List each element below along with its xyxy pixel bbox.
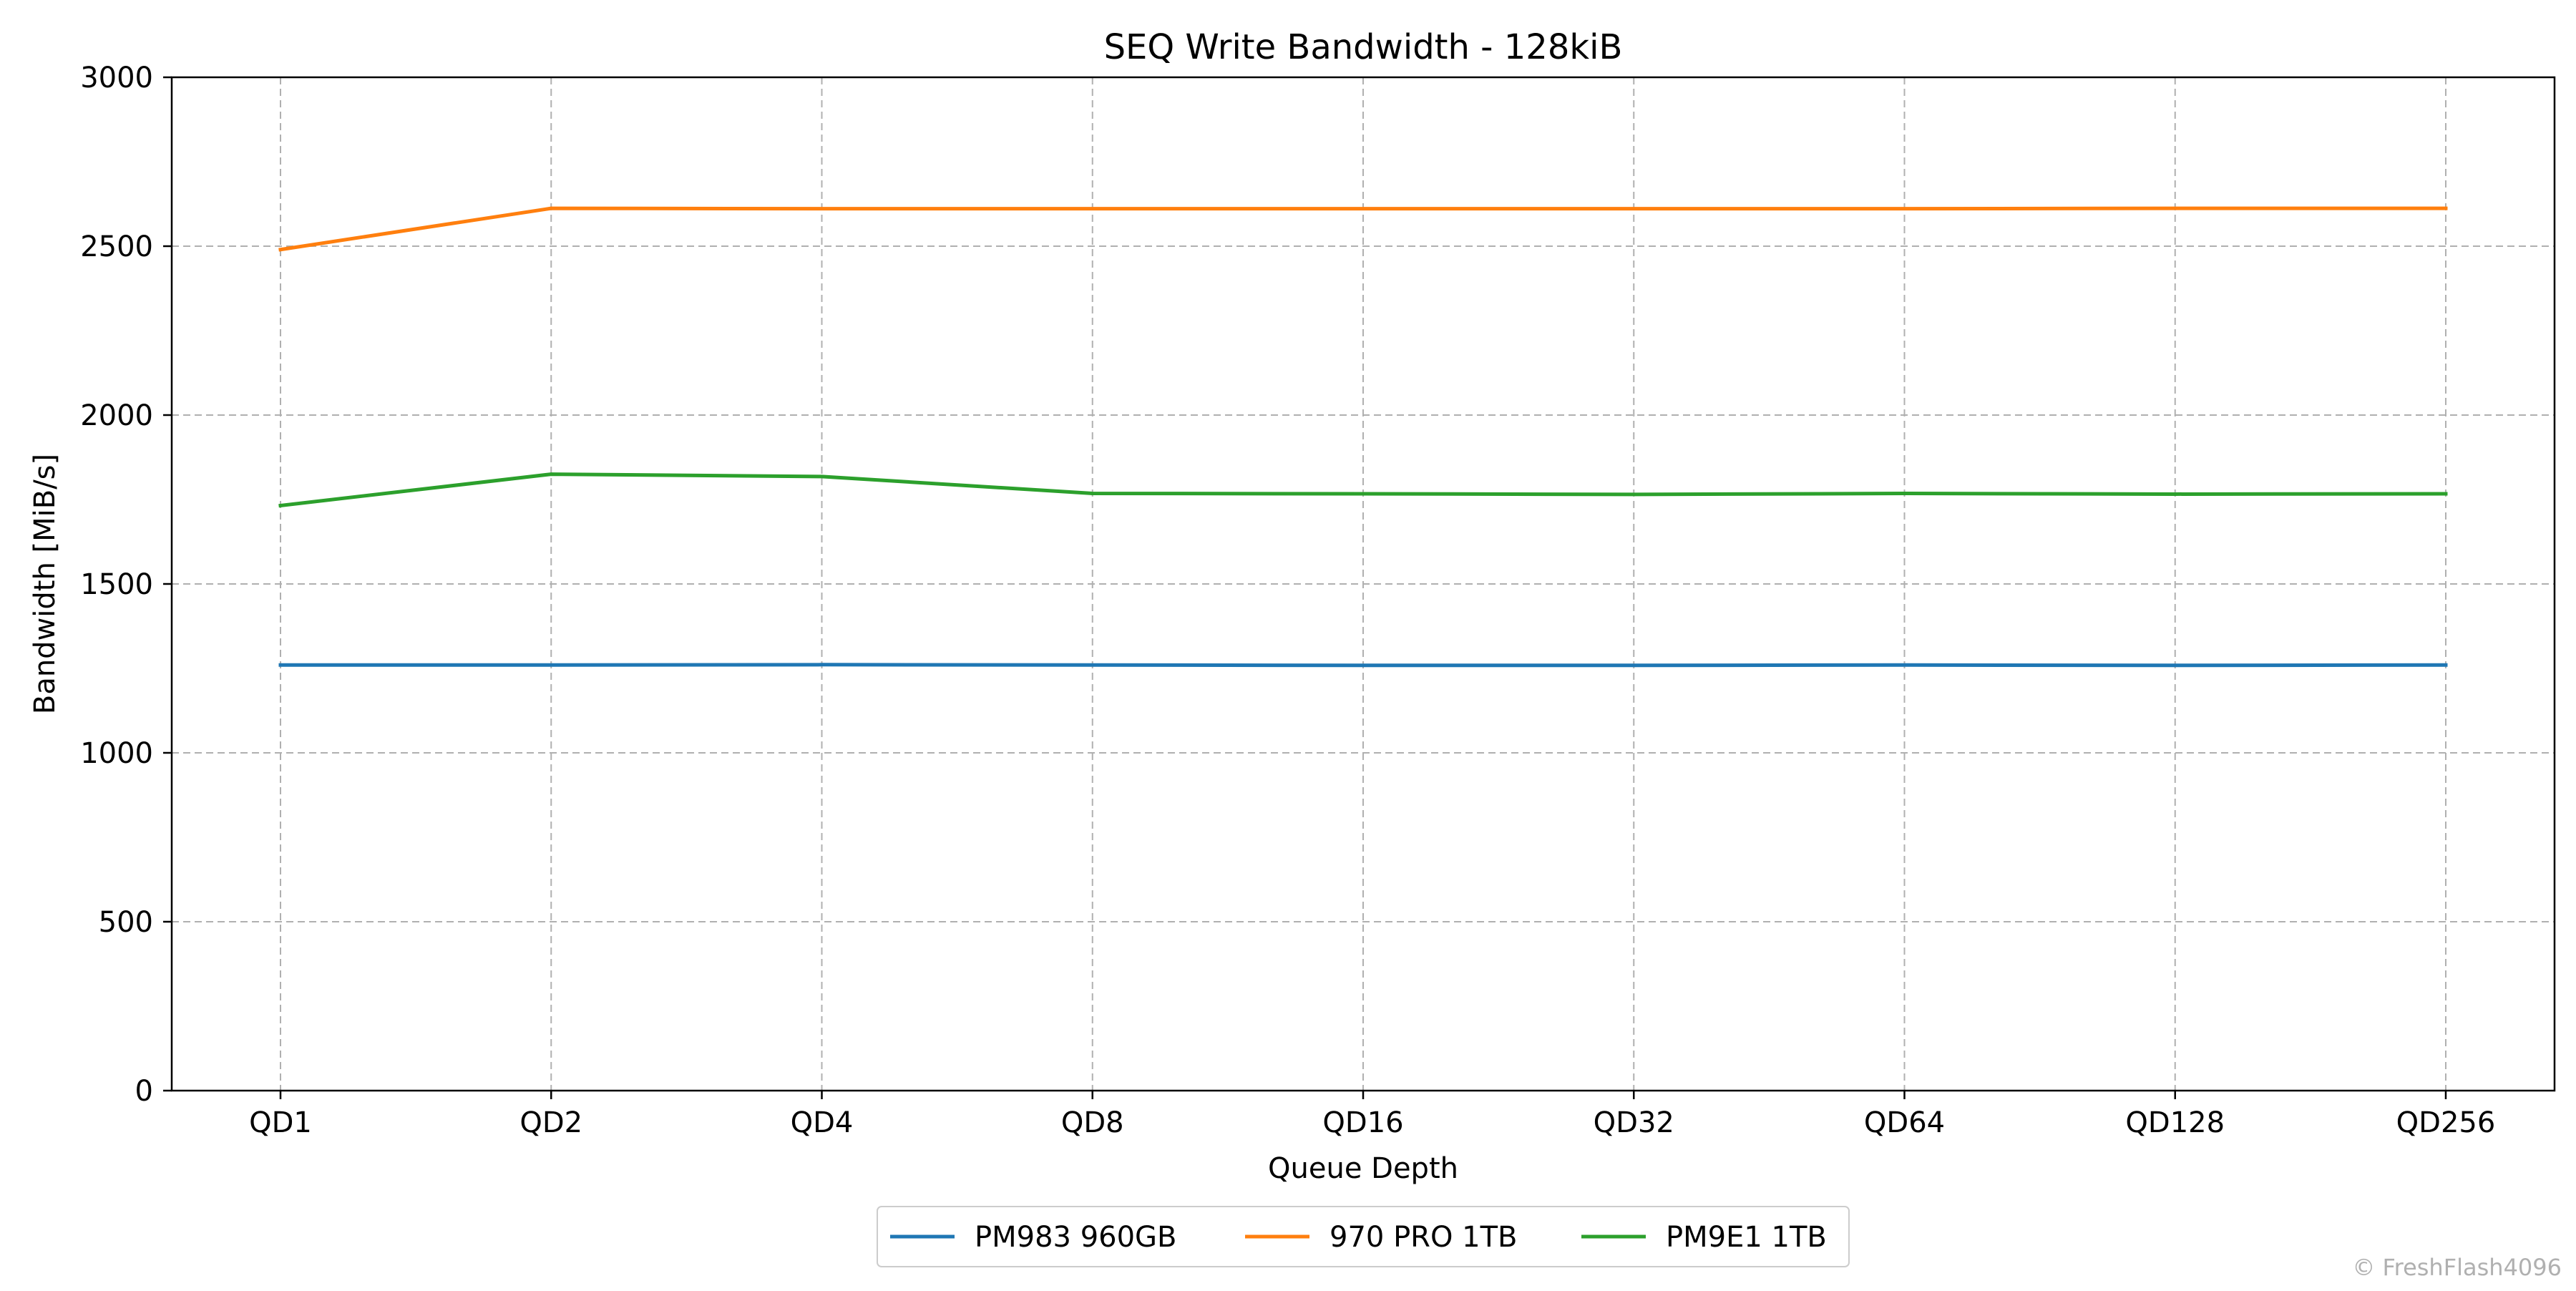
watermark-text: © FreshFlash4096	[2352, 1254, 2562, 1281]
y-tick-label: 1500	[80, 568, 153, 601]
x-tick-label: QD256	[2396, 1106, 2496, 1139]
x-tick-label: QD128	[2125, 1106, 2225, 1139]
legend-label: PM9E1 1TB	[1666, 1221, 1827, 1254]
axis-ticks: QD1 QD2 QD4 QD8 QD16 QD32 QD64 QD128 QD256 0 500 10…	[80, 62, 2495, 1139]
x-tick-label: QD4	[791, 1106, 854, 1139]
legend-frame	[877, 1206, 1850, 1267]
legend-items: PM983 960GB 970 PRO 1TB PM9E1 1TB	[890, 1221, 1827, 1254]
legend: PM983 960GB 970 PRO 1TB PM9E1 1TB	[877, 1206, 1850, 1267]
series-line-3	[278, 472, 2448, 508]
grid	[172, 77, 2555, 1091]
x-tick-label: QD1	[249, 1106, 312, 1139]
y-axis-title: Bandwidth [MiB/s]	[29, 454, 62, 714]
y-tick-label: 1000	[80, 737, 153, 770]
series-line-2	[278, 206, 2448, 252]
x-tick-label: QD16	[1322, 1106, 1403, 1139]
y-tick-label: 2500	[80, 230, 153, 263]
x-tick-label: QD64	[1864, 1106, 1945, 1139]
y-tick-label: 500	[99, 906, 153, 939]
chart-title: SEQ Write Bandwidth - 128kiB	[1104, 27, 1623, 67]
x-tick-label: QD2	[519, 1106, 582, 1139]
x-tick-label: QD32	[1594, 1106, 1674, 1139]
y-tick-label: 3000	[80, 62, 153, 94]
y-tick-label: 0	[135, 1075, 153, 1108]
x-axis-title: Queue Depth	[1268, 1152, 1458, 1185]
series-line-1	[278, 663, 2448, 668]
series-lines	[278, 206, 2448, 668]
y-tick-label: 2000	[80, 399, 153, 432]
legend-label: 970 PRO 1TB	[1330, 1221, 1518, 1254]
x-tick-label: QD8	[1061, 1106, 1124, 1139]
legend-label: PM983 960GB	[975, 1221, 1176, 1254]
